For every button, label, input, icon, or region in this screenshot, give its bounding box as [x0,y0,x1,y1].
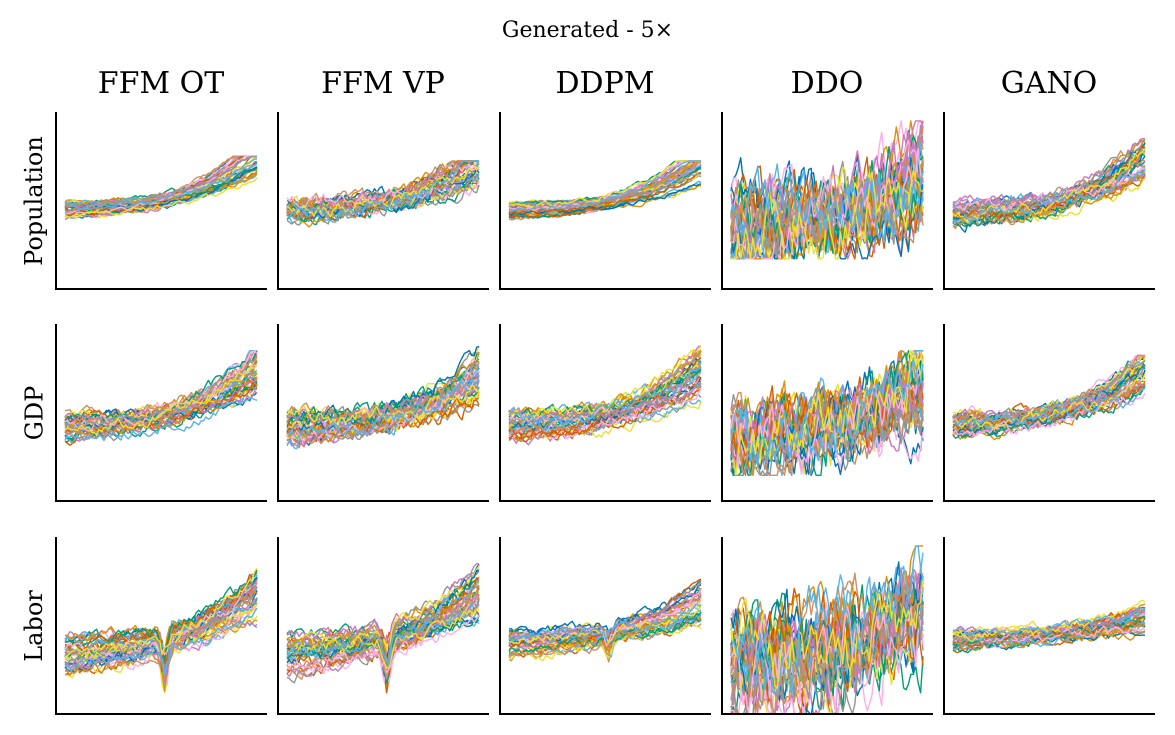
series-line [952,142,1146,227]
panel-gdp-ddpm [499,324,711,502]
series-line [508,160,701,212]
series-line [286,598,480,670]
column-title-gano: GANO [1000,66,1098,101]
series-line [286,374,480,440]
series-line [286,160,479,212]
series-line [952,621,1146,648]
series-line [64,155,257,209]
series-line [286,614,480,674]
series-line [508,160,701,208]
series-line [952,169,1146,224]
series-line [286,578,480,666]
series-line [64,397,258,442]
series-line [730,350,924,461]
series-line [952,359,1146,422]
series-line [730,369,924,466]
series-line [730,359,924,466]
series-line [508,184,701,217]
column-title-ddpm: DDPM [555,66,655,101]
series-line [508,361,702,425]
series-line [286,163,480,221]
series-line [730,387,924,476]
series-line [952,148,1146,224]
series-line [286,379,480,442]
figure-title: Generated - 5× [501,18,674,43]
series-line [952,387,1146,427]
series-line [286,385,480,425]
series-line [64,581,258,677]
panel-gdp-ddo [721,324,933,502]
series-line [508,603,702,642]
panel-population-gano [943,112,1155,290]
series-line [64,567,258,659]
series-line [64,607,258,675]
panel-labor-ffm-vp [277,537,489,715]
panel-population-ffm-ot [55,112,267,290]
series-line [730,148,924,260]
series-line [64,155,257,207]
series-line [730,165,924,260]
series-line [64,158,258,210]
series-line [64,579,258,678]
series-line [508,588,702,659]
panel-labor-ffm-ot [55,537,267,715]
series-line [286,164,480,209]
series-line [730,600,924,715]
series-line [730,587,924,681]
panel-population-ddo [721,112,933,290]
series-line [286,351,480,442]
series-line [286,396,480,438]
series-line [952,392,1146,437]
series-line [730,163,924,244]
series-line [508,363,702,420]
column-title-ffm-ot: FFM OT [97,66,225,101]
row-label-gdp: GDP [19,385,48,441]
series-line [64,383,258,435]
series-line [286,380,480,441]
series-line [64,364,258,436]
series-line [952,140,1146,213]
panel-labor-ddo [721,537,933,715]
series-line [508,387,702,423]
panel-gdp-ffm-ot [55,324,267,502]
series-line [730,545,924,696]
series-line [508,172,702,215]
series-line [64,176,258,218]
series-line [952,138,1145,210]
series-line [952,354,1146,424]
series-line [508,588,702,647]
row-label-population: Population [19,136,48,266]
panel-labor-gano [943,537,1155,715]
series-line [286,160,479,223]
panel-labor-ddpm [499,537,711,715]
row-label-labor: Labor [19,590,48,662]
series-line [730,177,924,260]
panel-population-ffm-vp [277,112,489,290]
series-line [508,604,702,662]
series-line [730,184,924,258]
series-line [286,585,480,663]
panel-population-ddpm [499,112,711,290]
panel-gdp-ffm-vp [277,324,489,502]
series-line [952,385,1146,439]
column-title-ddo: DDO [790,66,864,101]
series-line [286,606,480,669]
column-title-ffm-vp: FFM VP [321,66,445,101]
series-line [730,577,924,690]
series-line [952,606,1146,636]
series-line [286,368,480,450]
panel-gdp-gano [943,324,1155,502]
series-line [952,167,1146,212]
